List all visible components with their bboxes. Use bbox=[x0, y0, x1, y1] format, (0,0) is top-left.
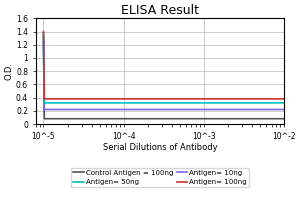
Control Antigen = 100ng bbox=[140, 118, 143, 120]
Control Antigen = 100ng bbox=[64, 118, 68, 120]
Control Antigen = 100ng bbox=[281, 118, 285, 120]
Antigen= 10ng bbox=[80, 108, 83, 111]
Antigen= 10ng bbox=[135, 108, 139, 111]
Antigen= 50ng bbox=[139, 102, 142, 104]
Line: Antigen= 50ng: Antigen= 50ng bbox=[44, 37, 284, 103]
Antigen= 100ng bbox=[64, 98, 68, 100]
Legend: Control Antigen = 100ng, Antigen= 50ng, Antigen= 10ng, Antigen= 100ng: Control Antigen = 100ng, Antigen= 50ng, … bbox=[71, 168, 249, 187]
Antigen= 100ng bbox=[139, 98, 142, 100]
Antigen= 50ng bbox=[282, 102, 286, 104]
Antigen= 10ng bbox=[282, 108, 286, 111]
Antigen= 100ng bbox=[281, 98, 285, 100]
Antigen= 100ng bbox=[135, 98, 139, 100]
X-axis label: Serial Dilutions of Antibody: Serial Dilutions of Antibody bbox=[103, 143, 217, 152]
Line: Control Antigen = 100ng: Control Antigen = 100ng bbox=[44, 33, 284, 119]
Antigen= 10ng bbox=[139, 108, 142, 111]
Antigen= 50ng bbox=[140, 102, 143, 104]
Antigen= 50ng bbox=[281, 102, 285, 104]
Antigen= 100ng bbox=[282, 98, 286, 100]
Antigen= 50ng bbox=[42, 36, 45, 38]
Antigen= 10ng bbox=[64, 108, 68, 111]
Title: ELISA Result: ELISA Result bbox=[121, 4, 199, 17]
Antigen= 50ng bbox=[135, 102, 139, 104]
Antigen= 50ng bbox=[80, 102, 83, 104]
Antigen= 10ng bbox=[281, 108, 285, 111]
Antigen= 100ng bbox=[140, 98, 143, 100]
Line: Antigen= 10ng: Antigen= 10ng bbox=[44, 41, 284, 109]
Y-axis label: O.D.: O.D. bbox=[4, 62, 13, 80]
Antigen= 10ng bbox=[140, 108, 143, 111]
Control Antigen = 100ng bbox=[139, 118, 142, 120]
Antigen= 100ng bbox=[80, 98, 83, 100]
Line: Antigen= 100ng: Antigen= 100ng bbox=[44, 32, 284, 99]
Control Antigen = 100ng bbox=[282, 118, 286, 120]
Antigen= 100ng bbox=[42, 30, 45, 33]
Control Antigen = 100ng bbox=[42, 32, 45, 34]
Antigen= 50ng bbox=[64, 102, 68, 104]
Antigen= 10ng bbox=[42, 40, 45, 43]
Control Antigen = 100ng bbox=[80, 118, 83, 120]
Control Antigen = 100ng bbox=[135, 118, 139, 120]
